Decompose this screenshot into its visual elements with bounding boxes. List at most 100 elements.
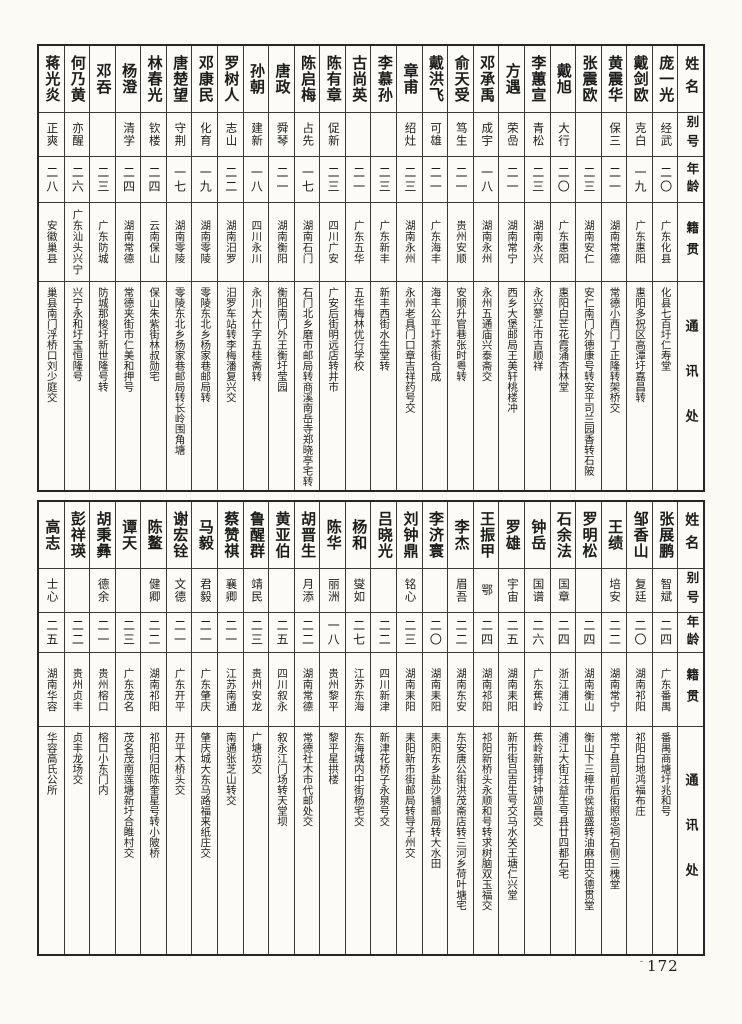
entry-alias: 德余	[96, 578, 109, 603]
entry-address: 黎平星拱楼	[327, 732, 339, 785]
entry-native-place: 贵州榕口	[96, 667, 108, 712]
entry-name-cell: 李济寰	[422, 502, 448, 569]
entry-name-cell: 黄亚伯	[269, 502, 294, 569]
directory-entry-column: 高志 士心 二五 湖南华容 华容高氏公所	[38, 502, 64, 954]
directory-entry-column: 何乃黄 亦醒 二六 广东汕头兴宁 兴宁永和圩宝恒隆号	[63, 46, 90, 490]
directory-entry-column: 谭天 二三 广东茂名 茂名茂南莲塘新圩合睢村交	[114, 502, 141, 954]
entry-alias-cell	[345, 113, 371, 157]
entry-age-cell: 二五	[38, 613, 64, 653]
entry-native-place: 贵州黎平	[327, 667, 339, 712]
entry-address: 东安唐公街洪茂斋店转三河乡荷叶塘宅	[455, 732, 467, 911]
directory-entry-column: 石余法 国章 二四 浙江浦江 浦江大街汪益生号县廿四都石宅	[549, 502, 576, 954]
entry-native-place-cell: 广东开平	[166, 653, 192, 727]
entry-name: 张震欧	[580, 55, 597, 103]
entry-name: 石余法	[554, 511, 571, 559]
entry-age-cell: 二二	[141, 613, 166, 653]
header-label-native: 籍贯	[684, 220, 699, 264]
table-header-column: 姓名 别号 年龄 籍贯 通讯处	[677, 502, 703, 954]
entry-address-cell: 巢县南门浮桥口刘少庭交	[39, 282, 64, 490]
entry-native-place: 湖南石门	[301, 220, 313, 264]
entry-name-cell: 钟岳	[524, 502, 550, 569]
entry-age-cell: 二五	[269, 613, 294, 653]
entry-alias: 培安	[608, 578, 621, 603]
entry-alias: 健卿	[147, 578, 160, 603]
entry-alias-cell	[269, 569, 294, 613]
entry-age-cell: 二一	[218, 613, 243, 653]
entry-name-cell: 谭天	[115, 502, 141, 569]
entry-address-cell: 广塘坊交	[244, 727, 269, 954]
entry-native-place-cell: 湖南东安	[448, 653, 473, 727]
directory-table-top: 姓名 别号 年龄 籍贯 通讯处 庞一光 经武 二〇 广东化县 化县七百圩仁寿堂 …	[37, 44, 705, 492]
entry-age-cell: 一七	[294, 157, 320, 203]
header-label-age: 年龄	[684, 162, 699, 197]
entry-name-cell: 章甫	[397, 46, 422, 113]
entry-age-cell: 二三	[90, 157, 115, 203]
entry-age-cell: 一八	[243, 157, 269, 203]
entry-name-cell: 戴剑欧	[627, 46, 652, 113]
entry-native-place: 湖南耒阳	[403, 667, 415, 712]
directory-entry-column: 蒋光炎 正爽 二八 安徽巢县 巢县南门浮桥口刘少庭交	[38, 46, 64, 490]
header-label-alias: 别号	[684, 115, 699, 154]
entry-age-cell: 二五	[499, 613, 524, 653]
entry-native-place: 湖南零陵	[173, 220, 185, 264]
entry-alias: 国谱	[531, 578, 544, 603]
entry-name: 胡晋生	[299, 511, 316, 559]
entry-name-cell: 罗树人	[218, 46, 243, 113]
entry-native-place: 贵州贞丰	[71, 667, 83, 712]
entry-age-cell: 一八	[473, 157, 499, 203]
entry-native-place: 湖南永州	[403, 220, 415, 264]
entry-age-cell: 二三	[115, 613, 141, 653]
entry-address-cell: 永州五通庙兴泰斋交	[474, 282, 499, 490]
directory-entry-column: 张震欧 二三 湖南安仁 安仁南门外德康号转安平司兰园香转石陂	[575, 46, 601, 490]
entry-alias-cell	[371, 569, 397, 613]
entry-native-place: 浙江浦江	[557, 667, 569, 712]
entry-address: 茂名茂南莲塘新圩合睢村交	[122, 732, 134, 858]
entry-native-place-cell: 湖南永州	[397, 203, 422, 282]
entry-name-cell: 杨和	[345, 502, 371, 569]
entry-name: 陈有章	[324, 55, 341, 103]
entry-address-cell: 广安后街明远店转井市	[320, 282, 345, 490]
entry-name: 章甫	[401, 63, 418, 95]
entry-alias-cell: 复廷	[627, 569, 652, 613]
entry-alias: 文德	[173, 578, 186, 603]
entry-name: 唐政	[273, 63, 290, 95]
entry-age: 一八	[479, 165, 494, 194]
entry-alias-cell: 襄卿	[218, 569, 243, 613]
entry-address: 番禺商塘圩兆和号	[659, 732, 671, 816]
entry-native-place: 四川广安	[327, 220, 339, 264]
entry-address-cell: 新市街吕吉生号交马水关王塘仁兴堂	[499, 727, 524, 954]
entry-address-cell: 祁阳白地鸿福布庄	[627, 727, 652, 954]
entry-native-place-cell: 湖南常德	[115, 203, 141, 282]
entry-age: 一九	[198, 165, 213, 194]
entry-alias-cell: 亦醒	[64, 113, 90, 157]
entry-name: 何乃黄	[68, 55, 85, 103]
entry-native-place: 湖南常德	[122, 220, 134, 264]
entry-native-place: 湖南东安	[455, 667, 467, 712]
entry-age-cell: 二〇	[627, 613, 652, 653]
entry-alias-cell: 志山	[218, 113, 243, 157]
entry-address-cell: 东海城内中街杨宅交	[346, 727, 371, 954]
entry-native-place-cell: 四川新津	[371, 653, 397, 727]
entry-address-cell: 永川大什字五桂斋转	[244, 282, 269, 490]
entry-alias-cell: 荣嵒	[499, 113, 524, 157]
entry-address-cell: 常宁县司前后街照忠祠右侧三槐堂	[602, 727, 627, 954]
entry-age-cell: 二二	[218, 157, 243, 203]
entry-alias: 建新	[250, 122, 263, 147]
entry-age: 二〇	[658, 165, 673, 194]
entry-address: 祁阳归阳陈奎星号转小陂桥	[148, 732, 160, 858]
entry-native-place-cell: 湖南耒阳	[422, 653, 448, 727]
header-label-address: 通讯处	[683, 773, 699, 908]
entry-address: 永州五通庙兴泰斋交	[480, 287, 492, 382]
entry-native-place: 湖南常德	[301, 667, 313, 712]
entry-age: 二二	[223, 165, 238, 194]
directory-entry-column: 胡晋生 月添 二二 湖南常德 常德社木市代邮处交	[293, 502, 320, 954]
entry-alias: 绍灶	[403, 122, 416, 147]
directory-entry-column: 彭祥瑛 二二 贵州贞丰 贞丰龙场交	[63, 502, 90, 954]
directory-entry-column: 林春光 钦楼 二四 云南保山 保山朱紫街林叔勋宅	[140, 46, 166, 490]
entry-age: 一八	[326, 618, 341, 647]
header-cell-age: 年龄	[678, 157, 703, 203]
entry-address: 新津花桥子永泉号交	[378, 732, 390, 827]
entry-address-cell: 石门北乡磨市邮局转商溪南岳寺郑晓亭宅转	[295, 282, 320, 490]
entry-name: 孙朝	[247, 63, 264, 95]
